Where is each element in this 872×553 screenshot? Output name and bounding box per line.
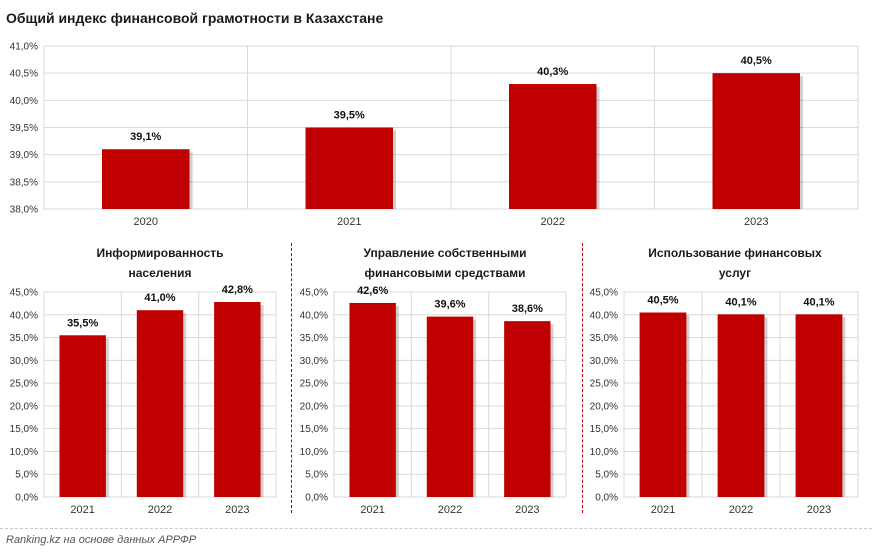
footer-divider <box>0 528 872 529</box>
y-tick-label: 38,0% <box>10 205 38 216</box>
data-label: 39,6% <box>434 299 465 311</box>
bar <box>136 310 184 497</box>
chart-title-line: Управление собственными <box>363 246 527 260</box>
bar <box>795 314 843 497</box>
y-tick-label: 35,0% <box>590 333 618 344</box>
chart-title-line: Информированность <box>96 246 224 260</box>
bar <box>101 149 190 209</box>
x-tick-label: 2022 <box>148 504 172 516</box>
y-tick-label: 45,0% <box>10 288 38 299</box>
data-label: 40,5% <box>741 55 772 67</box>
y-tick-label: 25,0% <box>300 379 328 390</box>
y-tick-label: 39,0% <box>10 150 38 161</box>
y-tick-label: 30,0% <box>590 356 618 367</box>
data-label: 39,5% <box>334 110 365 122</box>
data-label: 35,5% <box>67 317 98 329</box>
y-tick-label: 45,0% <box>300 288 328 299</box>
bar <box>717 314 765 497</box>
data-label: 40,3% <box>537 66 568 78</box>
y-tick-label: 25,0% <box>590 379 618 390</box>
x-tick-label: 2022 <box>729 504 753 516</box>
y-tick-label: 10,0% <box>300 447 328 458</box>
y-tick-label: 40,0% <box>300 310 328 321</box>
x-tick-label: 2021 <box>70 504 94 516</box>
data-label: 38,6% <box>512 303 543 315</box>
bar <box>712 73 801 210</box>
y-tick-label: 15,0% <box>590 424 618 435</box>
y-tick-label: 25,0% <box>10 379 38 390</box>
y-tick-label: 41,0% <box>10 42 38 53</box>
y-tick-label: 5,0% <box>595 470 618 481</box>
y-tick-label: 40,0% <box>10 310 38 321</box>
data-label: 41,0% <box>144 292 175 304</box>
data-label: 40,5% <box>647 295 678 307</box>
y-tick-label: 20,0% <box>590 401 618 412</box>
x-tick-label: 2020 <box>134 216 158 228</box>
bar <box>508 84 597 209</box>
y-tick-label: 0,0% <box>305 493 328 504</box>
y-tick-label: 35,0% <box>10 333 38 344</box>
y-tick-label: 30,0% <box>300 356 328 367</box>
data-label: 40,1% <box>725 296 756 308</box>
source-note: Ranking.kz на основе данных АРРФР <box>6 534 197 546</box>
chart-title-line: услуг <box>718 266 752 280</box>
y-tick-label: 5,0% <box>15 470 38 481</box>
page-title: Общий индекс финансовой грамотности в Ка… <box>6 10 384 26</box>
y-tick-label: 45,0% <box>590 288 618 299</box>
y-tick-label: 0,0% <box>15 493 38 504</box>
y-tick-label: 10,0% <box>10 447 38 458</box>
chart-title-financial-services: Использование финансовых услуг <box>615 243 855 283</box>
x-tick-label: 2023 <box>744 216 768 228</box>
bar <box>639 312 687 497</box>
section-divider <box>291 243 292 513</box>
x-tick-label: 2021 <box>651 504 675 516</box>
bar <box>214 302 261 497</box>
x-tick-label: 2021 <box>337 216 361 228</box>
data-label: 39,1% <box>130 131 161 143</box>
y-tick-label: 38,5% <box>10 177 38 188</box>
x-tick-label: 2022 <box>438 504 462 516</box>
x-tick-label: 2021 <box>360 504 384 516</box>
data-label: 42,6% <box>357 285 388 297</box>
y-tick-label: 20,0% <box>10 401 38 412</box>
y-tick-label: 40,0% <box>10 96 38 107</box>
y-tick-label: 39,5% <box>10 123 38 134</box>
bar <box>59 335 106 497</box>
y-tick-label: 15,0% <box>10 424 38 435</box>
x-tick-label: 2023 <box>515 504 539 516</box>
section-divider <box>582 243 583 513</box>
y-tick-label: 40,5% <box>10 69 38 80</box>
chart-title-line: финансовыми средствами <box>364 266 526 280</box>
y-tick-label: 20,0% <box>300 401 328 412</box>
y-tick-label: 15,0% <box>300 424 328 435</box>
y-tick-label: 0,0% <box>595 493 618 504</box>
chart-title-awareness: Информированность населения <box>40 243 280 283</box>
bar <box>426 316 474 497</box>
chart-title-line: населения <box>128 266 192 280</box>
data-label: 40,1% <box>803 296 834 308</box>
y-tick-label: 5,0% <box>305 470 328 481</box>
bar <box>305 127 394 209</box>
x-tick-label: 2023 <box>225 504 249 516</box>
chart-title-money-management: Управление собственными финансовыми сред… <box>325 243 565 283</box>
y-tick-label: 40,0% <box>590 310 618 321</box>
y-tick-label: 10,0% <box>590 447 618 458</box>
bar <box>504 321 551 497</box>
y-tick-label: 35,0% <box>300 333 328 344</box>
bar <box>349 302 396 497</box>
x-tick-label: 2023 <box>807 504 831 516</box>
chart-title-line: Использование финансовых <box>648 246 822 260</box>
y-tick-label: 30,0% <box>10 356 38 367</box>
data-label: 42,8% <box>222 284 253 296</box>
x-tick-label: 2022 <box>541 216 565 228</box>
